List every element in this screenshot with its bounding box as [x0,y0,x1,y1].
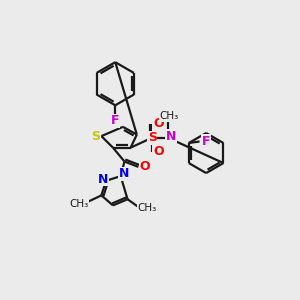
Text: N: N [166,130,176,142]
Text: F: F [111,114,119,127]
Text: N: N [98,173,108,186]
Text: CH₃: CH₃ [137,203,156,214]
Text: F: F [202,135,210,148]
Text: O: O [153,117,164,130]
Text: S: S [92,130,100,142]
Text: O: O [153,145,164,158]
Text: S: S [148,131,157,144]
Text: CH₃: CH₃ [160,111,179,121]
Text: N: N [118,167,129,180]
Text: O: O [139,160,150,173]
Text: CH₃: CH₃ [69,199,89,209]
